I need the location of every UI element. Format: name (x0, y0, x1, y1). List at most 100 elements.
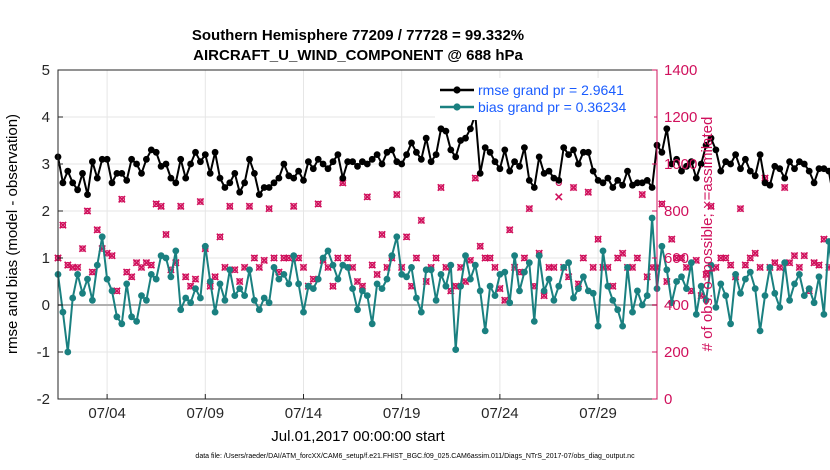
obs-assimilated-point (265, 204, 273, 213)
obs-possible-point (246, 203, 253, 210)
bias-point (89, 296, 96, 304)
legend-rmse-label: rmse grand pr = 2.9641 (478, 82, 624, 98)
rmse-point (732, 151, 739, 159)
obs-assimilated-point (162, 230, 170, 239)
obs-possible-point (678, 254, 685, 262)
obs-possible-point (334, 254, 342, 262)
y-right-tick-label: 600 (664, 250, 689, 267)
rmse-point (123, 177, 131, 184)
obs-assimilated-point (235, 277, 244, 286)
obs-possible-point (756, 264, 764, 271)
legend: rmse grand pr = 2.9641 bias grand pr = 0… (435, 78, 654, 120)
x-tick-label: 07/19 (383, 405, 421, 422)
rmse-point (634, 179, 641, 187)
chart-title: Southern Hemisphere 77209 / 77728 = 99.3… (192, 27, 524, 44)
bias-point (329, 261, 337, 269)
rmse-point (688, 158, 695, 166)
y-left-tick-label: 3 (42, 156, 50, 173)
obs-assimilated-point (402, 233, 411, 241)
bias-point (206, 278, 214, 285)
bias-point (791, 280, 798, 288)
y-right-tick-label: 0 (664, 391, 672, 408)
obs-assimilated-point (667, 235, 676, 243)
bias-point (251, 296, 258, 304)
obs-assimilated-point (255, 263, 264, 272)
rmse-point (565, 151, 572, 159)
obs-possible-point (211, 273, 219, 280)
obs-assimilated-point (142, 258, 151, 267)
obs-possible-point (290, 203, 297, 210)
y-left-tick-label: 0 (42, 297, 50, 314)
obs-assimilated-point (152, 200, 160, 208)
obs-assimilated-point (491, 263, 499, 272)
obs-assimilated-point (476, 242, 485, 251)
rmse-point (182, 174, 190, 182)
bias-point (815, 273, 823, 281)
obs-possible-point (781, 184, 788, 191)
rmse-point (545, 167, 553, 175)
rmse-point (737, 165, 744, 173)
obs-possible-point (378, 231, 386, 238)
obs-assimilated-point (550, 263, 558, 272)
rmse-point (530, 184, 538, 191)
rmse-point (363, 160, 371, 168)
bias-point (290, 252, 298, 260)
rmse-point (462, 134, 469, 142)
y-right-tick-label: 1400 (664, 62, 697, 79)
obs-possible-point (742, 261, 749, 269)
bias-point (643, 292, 651, 299)
obs-assimilated-point (466, 256, 475, 265)
y-right-tick-label: 400 (664, 297, 689, 314)
obs-assimilated-point (393, 190, 401, 199)
rmse-point (525, 177, 533, 184)
obs-assimilated-point (815, 261, 823, 269)
obs-possible-point (707, 203, 715, 210)
obs-assimilated-point (682, 263, 691, 272)
bias-point (737, 289, 744, 297)
obs-possible-point (364, 193, 371, 201)
bias-point (810, 299, 818, 307)
obs-assimilated-point (127, 273, 136, 281)
obs-possible-point (265, 205, 273, 212)
bias-point (363, 292, 371, 299)
x-tick-label: 07/09 (187, 405, 225, 422)
obs-assimilated-point (505, 226, 514, 234)
rmse-point (442, 127, 450, 135)
obs-assimilated-point (329, 282, 337, 290)
rmse-point (452, 153, 460, 161)
x-tick-label: 07/04 (88, 405, 126, 422)
y-left-tick-label: -1 (37, 344, 50, 361)
obs-assimilated-point (486, 254, 494, 262)
rmse-point (746, 167, 754, 175)
rmse-point (388, 146, 396, 154)
obs-assimilated-point (176, 202, 185, 211)
bias-point (74, 271, 81, 278)
rmse-point (408, 139, 415, 147)
rmse-point (496, 165, 504, 173)
y-left-axis-label: rmse and bias (model - observation) (4, 114, 21, 354)
bias-point (457, 282, 464, 290)
bias-point (236, 285, 244, 292)
rmse-point (138, 170, 145, 177)
bias-point (746, 268, 754, 276)
obs-assimilated-point (314, 200, 322, 208)
bias-point (59, 308, 67, 316)
bias-point (555, 282, 563, 290)
bias-point (648, 214, 656, 222)
bias-point (108, 287, 116, 295)
rmse-point (609, 184, 617, 191)
obs-possible-point (771, 259, 779, 266)
rmse-point (516, 162, 523, 170)
obs-possible-point (128, 273, 135, 280)
obs-possible-point (236, 278, 243, 285)
bias-point (103, 275, 111, 283)
obs-assimilated-point (378, 230, 386, 239)
obs-assimilated-point (88, 268, 97, 276)
obs-possible-point (747, 254, 754, 262)
obs-assimilated-point (800, 251, 809, 260)
obs-assimilated-point (790, 251, 799, 260)
bias-point (408, 264, 415, 271)
rmse-point (118, 170, 126, 177)
rmse-point (211, 148, 219, 156)
